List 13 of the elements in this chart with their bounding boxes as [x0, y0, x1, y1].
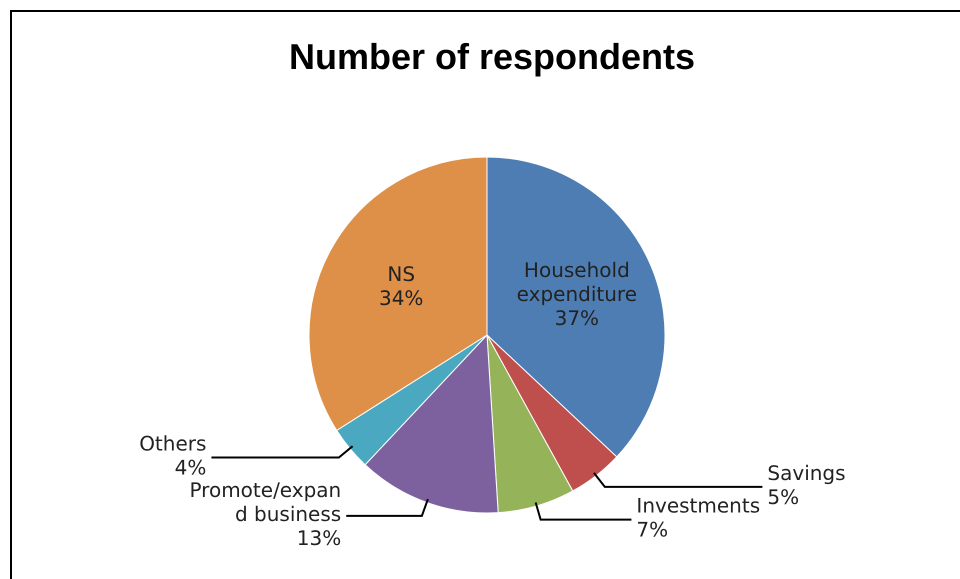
data-label: 5%	[767, 485, 800, 510]
slice-label: NS	[387, 262, 416, 286]
data-label: 4%	[174, 456, 206, 480]
slice-label: Promote/expand business	[189, 478, 342, 526]
slice-label: Savings	[767, 461, 846, 486]
data-label: 7%	[636, 518, 668, 542]
chart-title: Number of respondents	[288, 36, 696, 78]
data-label: 34%	[378, 286, 424, 310]
slice-label: Investments	[636, 494, 760, 518]
slice-label: Household expenditure	[516, 258, 638, 307]
data-label: 37%	[554, 306, 600, 331]
slice-label: Others	[139, 432, 206, 456]
data-label: 13%	[296, 526, 342, 550]
